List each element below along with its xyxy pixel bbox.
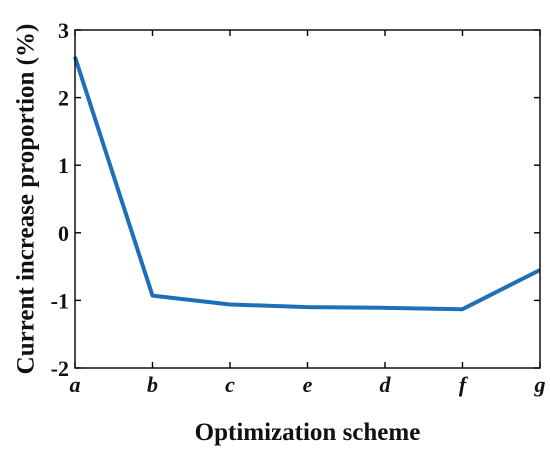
x-axis-title: Optimization scheme xyxy=(195,419,421,446)
x-tick-label: g xyxy=(534,372,546,397)
y-tick-label: -2 xyxy=(51,356,69,381)
plot-frame xyxy=(74,29,541,369)
y-tick-label: 0 xyxy=(58,221,69,246)
series-layer xyxy=(73,56,541,312)
x-tick-label: c xyxy=(225,372,235,397)
y-tick-label: 1 xyxy=(58,153,69,178)
y-tick-label: 3 xyxy=(58,18,69,43)
x-tick-label: a xyxy=(70,372,81,397)
y-tick-label: -1 xyxy=(51,288,69,313)
series-line xyxy=(73,56,541,312)
y-tick-label: 2 xyxy=(58,86,69,111)
x-tick-label: b xyxy=(147,372,158,397)
y-tick-labels: -2 -1 0 1 2 3 xyxy=(51,18,69,381)
x-tick-label: f xyxy=(459,372,469,397)
ticks-layer xyxy=(74,29,541,369)
y-axis-title: Current increase proportion (%) xyxy=(13,24,40,375)
x-tick-label: e xyxy=(303,372,313,397)
x-tick-label: d xyxy=(380,372,392,397)
